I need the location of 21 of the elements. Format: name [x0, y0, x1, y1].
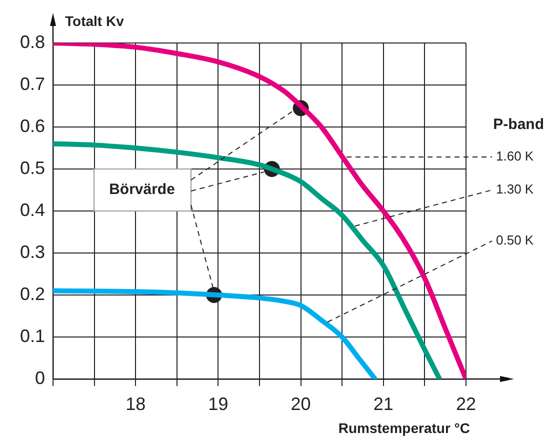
- y-tick-label: 0.8: [20, 32, 45, 52]
- text: 1.60 K: [496, 148, 534, 164]
- x-axis-title: Rumstemperatur °C: [338, 420, 470, 436]
- y-axis-title: Totalt Kv: [65, 12, 124, 29]
- y-tick-label: 0.2: [20, 284, 45, 304]
- x-tick-label: 18: [126, 394, 146, 414]
- y-tick-label: 0.3: [20, 242, 45, 262]
- y-tick-label: 0.4: [20, 200, 45, 220]
- annotation: Börvärde: [109, 181, 175, 198]
- x-tick-label: 22: [456, 394, 476, 414]
- y-tick-label: 0: [34, 368, 45, 388]
- x-tick-label: 20: [290, 394, 311, 414]
- y-tick-label: 0.1: [20, 326, 45, 346]
- y-tick-label: 0.5: [20, 158, 45, 178]
- x-tick-label: 21: [373, 394, 394, 414]
- y-tick-label: 0.6: [20, 116, 45, 136]
- text: 0.50 K: [496, 232, 534, 248]
- text: P-band: [493, 116, 544, 134]
- text: 1.30 K: [496, 182, 534, 197]
- y-tick-label: 0.7: [20, 74, 45, 94]
- x-tick-label: 19: [208, 394, 228, 414]
